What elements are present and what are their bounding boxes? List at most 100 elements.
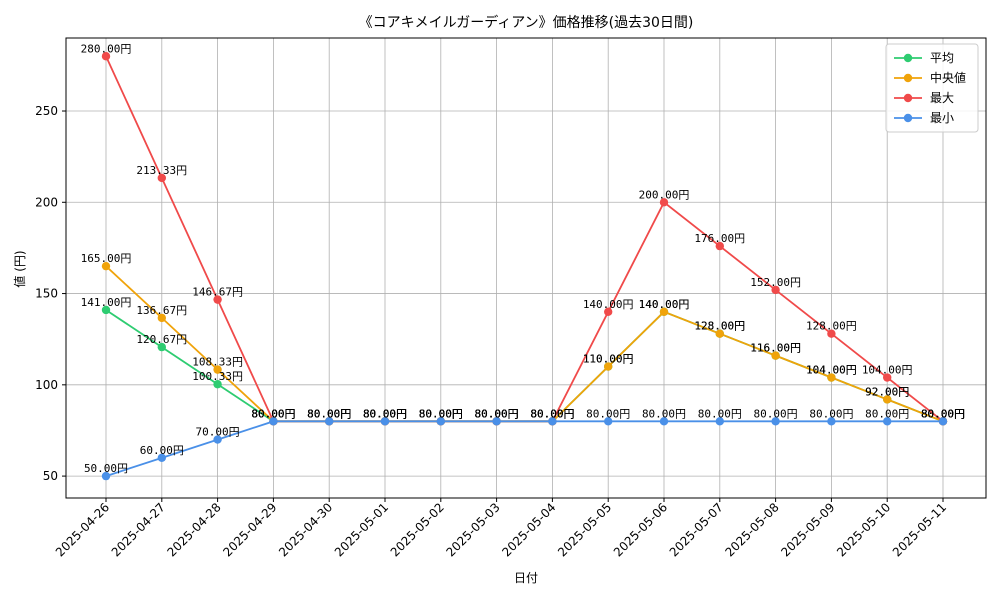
data-point bbox=[213, 435, 222, 444]
data-label: 116.00円 bbox=[750, 342, 801, 355]
x-tick-label: 2025-05-04 bbox=[499, 500, 558, 559]
y-tick-label: 150 bbox=[35, 287, 58, 301]
data-point bbox=[213, 380, 222, 389]
legend-marker bbox=[903, 113, 913, 123]
data-label: 152.00円 bbox=[750, 276, 801, 289]
data-label: 213.33円 bbox=[136, 164, 187, 177]
plot-frame bbox=[65, 37, 987, 499]
x-tick-label: 2025-05-10 bbox=[834, 500, 893, 559]
chart-title: 《コアキメイルガーディアン》価格推移(過去30日間) bbox=[359, 14, 694, 31]
data-point bbox=[827, 417, 836, 426]
data-label: 80.00円 bbox=[530, 407, 574, 420]
data-label: 140.00円 bbox=[639, 298, 690, 311]
series-layer bbox=[101, 52, 948, 481]
data-point bbox=[157, 342, 166, 352]
data-point bbox=[715, 329, 724, 338]
series-line bbox=[105, 420, 943, 477]
data-label: 80.00円 bbox=[921, 407, 965, 420]
data-label: 108.33円 bbox=[192, 356, 243, 369]
data-point bbox=[771, 417, 780, 426]
data-label: 128.00円 bbox=[806, 320, 857, 333]
data-label: 80.00円 bbox=[307, 407, 351, 420]
x-tick-label: 2025-05-08 bbox=[723, 500, 782, 559]
x-tick-label: 2025-05-07 bbox=[667, 500, 726, 559]
data-label: 80.00円 bbox=[921, 407, 965, 420]
data-label: 80.00円 bbox=[251, 407, 295, 420]
x-tick-label: 2025-04-26 bbox=[53, 500, 112, 559]
data-label: 104.00円 bbox=[862, 364, 913, 377]
legend-label: 最大 bbox=[930, 91, 954, 105]
data-label: 80.00円 bbox=[754, 407, 798, 420]
x-tick-label: 2025-04-27 bbox=[109, 500, 168, 559]
data-label: 110.00円 bbox=[583, 353, 634, 366]
data-point bbox=[604, 362, 613, 371]
y-tick-label: 250 bbox=[35, 104, 58, 118]
data-point bbox=[659, 198, 669, 207]
legend-label: 最小 bbox=[930, 111, 954, 125]
data-label: 141.00円 bbox=[81, 296, 132, 309]
x-tick-label: 2025-05-11 bbox=[890, 500, 949, 559]
data-label: 100.33円 bbox=[192, 370, 243, 383]
data-point bbox=[325, 417, 334, 426]
data-label: 80.00円 bbox=[698, 407, 742, 420]
legend-item: 平均 bbox=[894, 51, 954, 65]
data-point bbox=[659, 307, 669, 317]
data-label: 80.00円 bbox=[307, 407, 351, 420]
data-label: 280.00円 bbox=[81, 42, 132, 55]
data-point bbox=[715, 417, 724, 426]
data-label: 128.00円 bbox=[694, 320, 745, 333]
data-label: 80.00円 bbox=[475, 407, 519, 420]
data-label: 80.00円 bbox=[530, 407, 574, 420]
data-label: 176.00円 bbox=[694, 232, 745, 245]
data-label: 92.00円 bbox=[865, 385, 909, 398]
data-label: 80.00円 bbox=[419, 407, 463, 420]
y-axis-title: 値 (円) bbox=[12, 250, 27, 287]
data-point bbox=[492, 417, 501, 426]
data-point bbox=[604, 417, 613, 426]
x-tick-label: 2025-05-01 bbox=[332, 500, 391, 559]
legend-item: 最大 bbox=[894, 91, 954, 105]
legend-marker bbox=[903, 53, 913, 63]
data-point bbox=[548, 417, 557, 426]
legend-marker bbox=[903, 93, 913, 103]
data-point bbox=[101, 305, 111, 315]
data-point bbox=[883, 417, 892, 426]
data-label: 80.00円 bbox=[475, 407, 519, 420]
data-label: 92.00円 bbox=[865, 385, 909, 398]
data-point bbox=[101, 261, 111, 271]
data-label: 80.00円 bbox=[251, 407, 295, 420]
data-label: 80.00円 bbox=[363, 407, 407, 420]
legend-box bbox=[885, 43, 979, 133]
x-tick-label: 2025-04-28 bbox=[165, 500, 224, 559]
data-label: 60.00円 bbox=[140, 444, 184, 457]
data-label: 80.00円 bbox=[251, 407, 295, 420]
axes: 501001502002502025-04-262025-04-272025-0… bbox=[35, 37, 987, 559]
data-label: 128.00円 bbox=[694, 320, 745, 333]
data-label: 80.00円 bbox=[586, 407, 630, 420]
x-tick-label: 2025-05-06 bbox=[611, 500, 670, 559]
legend-item: 最小 bbox=[894, 111, 954, 125]
data-labels: 141.00円 120.67円 100.33円 80.00円 80.00円 80.00円 8… bbox=[81, 42, 965, 475]
data-point bbox=[157, 453, 166, 463]
data-label: 104.00円 bbox=[806, 364, 857, 377]
x-tick-label: 2025-05-03 bbox=[444, 500, 503, 559]
data-label: 80.00円 bbox=[865, 407, 909, 420]
data-label: 80.00円 bbox=[363, 407, 407, 420]
data-point bbox=[213, 365, 222, 374]
data-point bbox=[827, 373, 836, 382]
data-label: 80.00円 bbox=[475, 407, 519, 420]
data-label: 80.00円 bbox=[809, 407, 853, 420]
data-label: 80.00円 bbox=[921, 407, 965, 420]
data-label: 110.00円 bbox=[583, 353, 634, 366]
data-label: 50.00円 bbox=[84, 462, 128, 475]
data-label: 80.00円 bbox=[475, 407, 519, 420]
data-label: 80.00円 bbox=[419, 407, 463, 420]
data-point bbox=[771, 285, 780, 295]
data-label: 80.00円 bbox=[251, 407, 295, 420]
x-tick-label: 2025-05-02 bbox=[388, 500, 447, 559]
data-point bbox=[883, 395, 892, 404]
data-label: 80.00円 bbox=[642, 407, 686, 420]
data-point bbox=[213, 295, 222, 304]
